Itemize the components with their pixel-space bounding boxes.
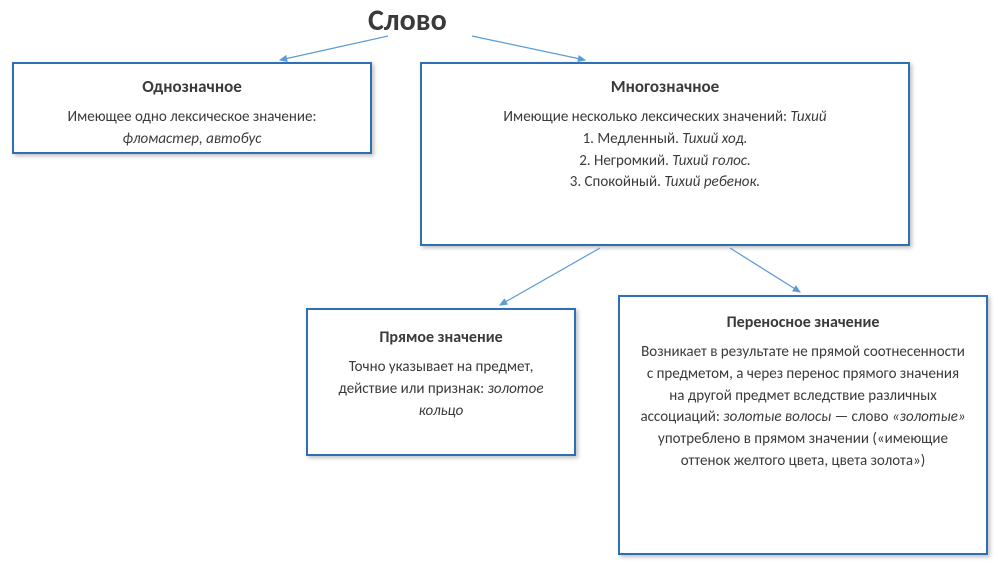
node-direct: Прямое значение Точно указывает на предм… [306,308,576,456]
list-item-text: 1. Медленный. [583,130,683,148]
node-unambiguous: Однозначное Имеющее одно лексическое зна… [12,62,372,154]
node-unambiguous-body: Имеющее одно лексическое значение: флома… [28,107,356,151]
node-polysemous-body: Имеющие несколько лексических значений: … [440,107,890,194]
node-polysemous-title: Многозначное [440,76,890,97]
node-direct-title: Прямое значение [332,328,550,347]
list-item: 3. Спокойный. Тихий ребенок. [440,172,890,194]
list-item: 1. Медленный. Тихий ход. [440,129,890,151]
arrow-edge [500,248,600,305]
list-item-text: 3. Спокойный. [570,173,665,191]
node-polysemous: Многозначное Имеющие несколько лексическ… [420,62,910,246]
node-unambiguous-body-example: фломастер, автобус [123,130,262,148]
list-item-example: Тихий ход. [682,130,747,148]
arrow-edge [472,36,585,60]
list-item-example: Тихий голос. [672,152,751,170]
arrow-edge [730,248,800,292]
list-item-example: Тихий ребенок. [664,173,760,191]
node-figurative-title: Переносное значение [640,313,966,332]
root-title: Слово [368,2,447,39]
node-unambiguous-body-text: Имеющее одно лексическое значение: [67,108,316,126]
list-item: 2. Негромкий. Тихий голос. [440,151,890,173]
node-figurative-body: Возникает в результате не прямой соотнес… [640,342,966,473]
node-figurative: Переносное значение Возникает в результа… [618,295,988,555]
arrow-edge [280,36,388,60]
node-direct-body: Точно указывает на предмет, действие или… [332,357,550,422]
node-unambiguous-title: Однозначное [28,76,356,97]
node-polysemous-body-text: Имеющие несколько лексических значений: [503,108,790,126]
node-polysemous-body-example: Тихий [790,108,826,126]
list-item-text: 2. Негромкий. [579,152,672,170]
